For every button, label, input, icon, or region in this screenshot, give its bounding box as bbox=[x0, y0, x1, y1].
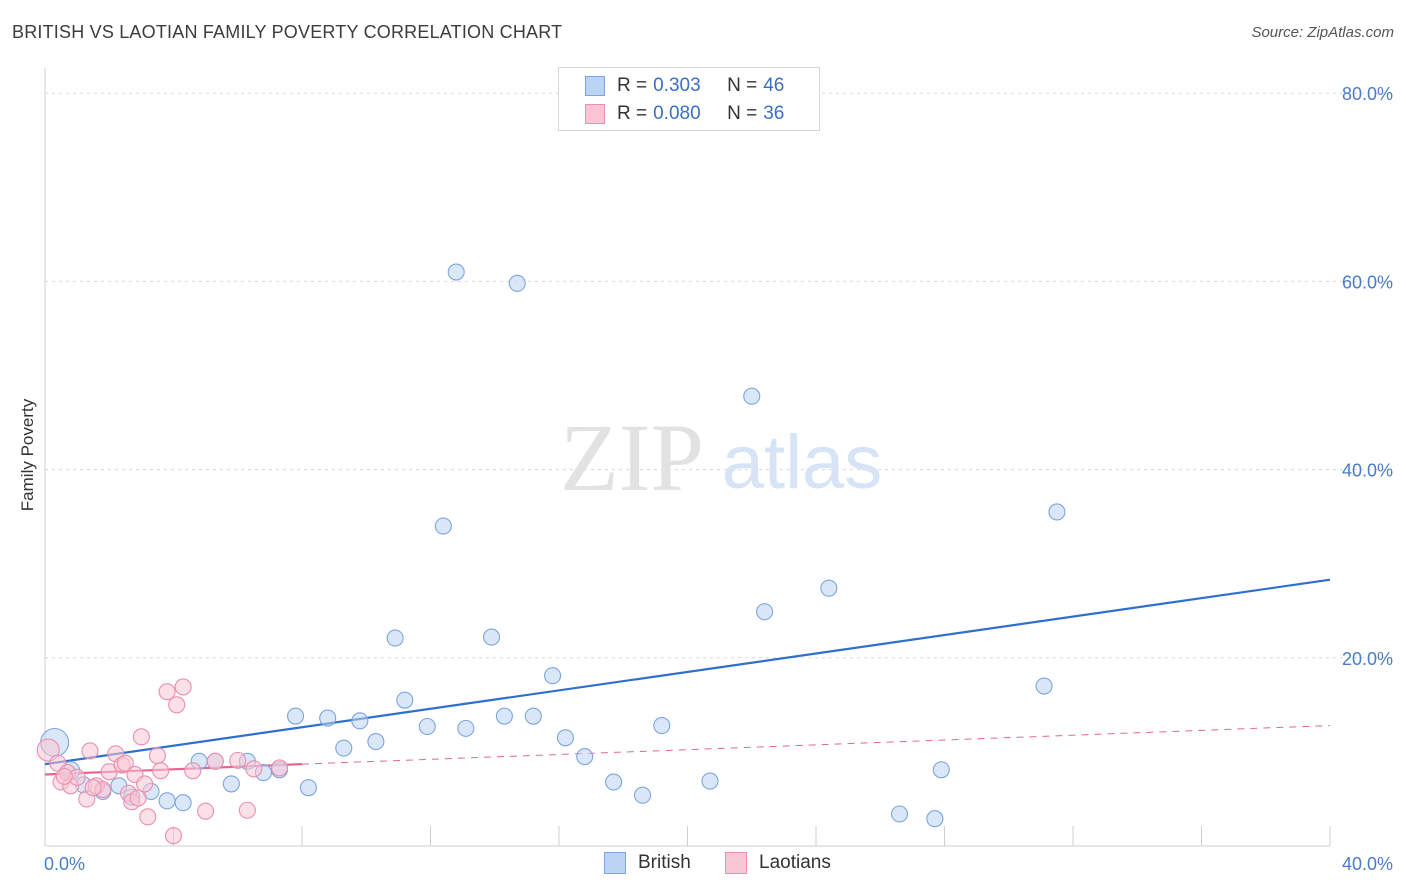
point-british bbox=[701, 772, 719, 790]
point-british bbox=[576, 748, 594, 766]
point-laotians bbox=[36, 738, 60, 762]
point-british bbox=[495, 707, 513, 725]
point-british bbox=[508, 274, 526, 292]
watermark-atlas: atlas bbox=[722, 420, 883, 505]
point-laotians bbox=[206, 752, 224, 770]
laotians-swatch bbox=[725, 852, 747, 874]
point-british bbox=[299, 779, 317, 797]
point-british bbox=[890, 805, 909, 823]
point-british bbox=[396, 691, 414, 709]
legend-row-british: R = 0.303 N = 46 bbox=[585, 74, 788, 98]
y-tick-label: 60.0% bbox=[1342, 272, 1393, 292]
point-british bbox=[544, 667, 562, 685]
point-laotians bbox=[184, 762, 202, 780]
point-british bbox=[418, 717, 436, 736]
point-laotians bbox=[174, 678, 192, 696]
source-credit: Source: ZipAtlas.com bbox=[1251, 24, 1394, 41]
point-british bbox=[556, 729, 574, 747]
point-laotians bbox=[55, 767, 73, 785]
point-british bbox=[524, 707, 542, 725]
point-british bbox=[633, 786, 652, 804]
point-british bbox=[174, 794, 192, 812]
point-laotians bbox=[245, 760, 263, 778]
trendline-british bbox=[44, 578, 1331, 766]
point-british bbox=[1035, 677, 1053, 695]
legend-item-laotians[interactable]: Laotians bbox=[725, 852, 831, 874]
legend-r-label: R = bbox=[617, 75, 648, 96]
point-british bbox=[158, 792, 176, 810]
point-laotians bbox=[270, 759, 289, 777]
tick-labels: 20.0% 40.0% 60.0% 80.0% 0.0% 40.0% bbox=[44, 84, 1393, 874]
point-british bbox=[743, 387, 761, 405]
point-british bbox=[434, 517, 452, 535]
point-british bbox=[932, 761, 950, 779]
point-british bbox=[222, 775, 240, 793]
point-british bbox=[319, 709, 337, 727]
point-british bbox=[605, 773, 623, 791]
point-laotians bbox=[81, 742, 99, 760]
watermark-zip: ZIP bbox=[560, 404, 704, 511]
legend-r-value: 0.080 bbox=[653, 103, 701, 124]
trendlines bbox=[44, 578, 1331, 776]
point-laotians bbox=[132, 728, 150, 746]
point-british bbox=[653, 717, 671, 735]
chart-title: BRITISH VS LAOTIAN FAMILY POVERTY CORREL… bbox=[12, 22, 563, 42]
legend-swatch-laotians bbox=[585, 104, 605, 124]
point-british bbox=[457, 719, 475, 737]
point-british bbox=[820, 579, 838, 597]
laotians-label: Laotians bbox=[759, 852, 831, 873]
point-laotians bbox=[116, 754, 134, 772]
point-laotians bbox=[152, 762, 170, 780]
point-british bbox=[1048, 503, 1066, 521]
point-british bbox=[926, 810, 944, 828]
legend-r-label: R = bbox=[617, 103, 648, 124]
point-british bbox=[482, 628, 501, 646]
point-british bbox=[367, 733, 385, 751]
x-tick-label: 40.0% bbox=[1342, 854, 1393, 874]
point-laotians bbox=[84, 779, 102, 797]
legend-n-label: N = bbox=[727, 75, 758, 96]
y-tick-label: 40.0% bbox=[1342, 461, 1393, 481]
point-british bbox=[335, 739, 353, 757]
point-british bbox=[386, 629, 404, 647]
point-laotians bbox=[197, 802, 215, 820]
stats-legend: R = 0.303 N = 46 R = 0.080 N = 36 bbox=[558, 67, 820, 131]
point-laotians bbox=[164, 827, 183, 845]
legend-n-value: 46 bbox=[763, 75, 785, 96]
point-laotians bbox=[129, 789, 147, 807]
point-british bbox=[447, 263, 465, 281]
series-legend: British Laotians bbox=[0, 852, 1406, 878]
legend-n-value: 36 bbox=[763, 103, 785, 124]
trendline-laotians bbox=[301, 725, 1331, 765]
legend-swatch-british bbox=[585, 76, 605, 96]
point-laotians bbox=[148, 747, 166, 765]
legend-n-label: N = bbox=[727, 103, 758, 124]
y-tick-label: 80.0% bbox=[1342, 84, 1393, 104]
grid-lines bbox=[45, 92, 1392, 659]
legend-item-british[interactable]: British bbox=[604, 852, 691, 874]
point-british bbox=[756, 603, 774, 621]
legend-r-value: 0.303 bbox=[653, 75, 701, 96]
point-laotians bbox=[238, 801, 256, 819]
point-british bbox=[287, 707, 305, 725]
point-laotians bbox=[168, 696, 186, 714]
x-tick-label: 0.0% bbox=[44, 854, 85, 874]
point-laotians bbox=[139, 808, 157, 826]
point-british bbox=[351, 712, 369, 730]
data-points bbox=[36, 263, 1066, 845]
british-label: British bbox=[638, 852, 691, 873]
point-laotians bbox=[136, 775, 154, 793]
legend-row-laotians: R = 0.080 N = 36 bbox=[585, 102, 788, 126]
british-swatch bbox=[604, 852, 626, 874]
point-laotians bbox=[229, 751, 247, 769]
point-laotians bbox=[158, 683, 176, 701]
y-tick-label: 20.0% bbox=[1342, 649, 1393, 669]
